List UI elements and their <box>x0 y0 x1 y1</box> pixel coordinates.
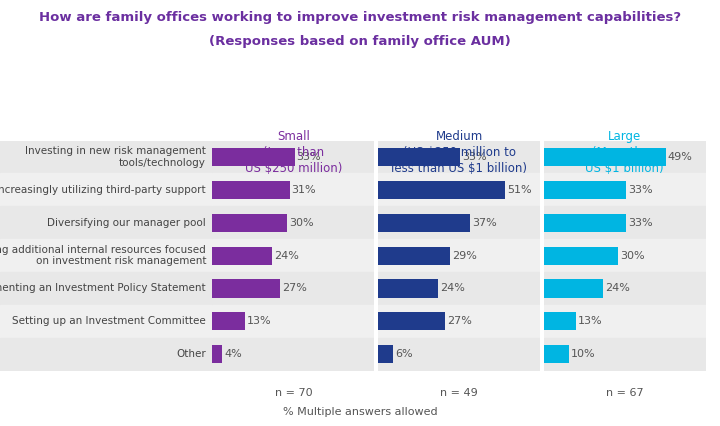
Bar <box>212 141 374 173</box>
Text: 24%: 24% <box>606 283 630 294</box>
Bar <box>544 206 706 239</box>
Text: 33%: 33% <box>628 185 652 195</box>
Text: 13%: 13% <box>247 317 271 326</box>
Text: 30%: 30% <box>289 218 314 228</box>
Bar <box>378 141 540 173</box>
Text: Adding additional internal resources focused
on investment risk management: Adding additional internal resources foc… <box>0 245 206 266</box>
Bar <box>378 247 450 265</box>
Text: Small
(Less than
US $250 million): Small (Less than US $250 million) <box>245 130 342 175</box>
Bar <box>0 206 212 239</box>
Bar <box>544 305 706 338</box>
Text: Investing in new risk management
tools/technology: Investing in new risk management tools/t… <box>25 146 206 168</box>
Bar <box>544 247 618 265</box>
Bar <box>378 173 540 206</box>
Text: 49%: 49% <box>667 152 693 162</box>
Bar <box>378 312 445 331</box>
Text: n = 70: n = 70 <box>274 388 312 397</box>
Bar <box>0 239 212 272</box>
Text: 13%: 13% <box>578 317 603 326</box>
Bar <box>544 181 626 199</box>
Text: n = 67: n = 67 <box>606 388 644 397</box>
Bar <box>544 279 603 297</box>
Text: 31%: 31% <box>292 185 316 195</box>
Bar <box>0 272 212 305</box>
Bar <box>544 141 706 173</box>
Text: 33%: 33% <box>462 152 487 162</box>
Bar <box>0 338 212 371</box>
Text: Medium
(US $250 million to
less than US $1 billion): Medium (US $250 million to less than US … <box>391 130 527 175</box>
Bar <box>544 148 666 166</box>
Bar <box>378 345 393 363</box>
Text: 33%: 33% <box>297 152 321 162</box>
Text: 24%: 24% <box>440 283 464 294</box>
Text: 10%: 10% <box>570 349 595 359</box>
Bar <box>212 279 279 297</box>
Bar <box>212 173 374 206</box>
Bar <box>0 141 212 173</box>
Bar <box>0 173 212 206</box>
Text: 37%: 37% <box>472 218 497 228</box>
Bar <box>544 338 706 371</box>
Bar <box>378 148 460 166</box>
Bar <box>212 206 374 239</box>
Text: How are family offices working to improve investment risk management capabilitie: How are family offices working to improv… <box>39 11 681 24</box>
Bar <box>212 247 272 265</box>
Text: 4%: 4% <box>225 349 242 359</box>
Text: 29%: 29% <box>452 250 477 261</box>
Bar <box>544 345 569 363</box>
Text: Large
(More than
US $1 billion): Large (More than US $1 billion) <box>585 130 664 175</box>
Bar <box>212 305 374 338</box>
Bar <box>544 173 706 206</box>
Bar <box>212 272 374 305</box>
Bar <box>378 239 540 272</box>
Text: Diversifying our manager pool: Diversifying our manager pool <box>48 218 206 228</box>
Text: 6%: 6% <box>395 349 413 359</box>
Text: 27%: 27% <box>447 317 472 326</box>
Bar <box>0 305 212 338</box>
Text: 30%: 30% <box>621 250 645 261</box>
Text: 24%: 24% <box>274 250 299 261</box>
Bar <box>212 338 374 371</box>
Bar <box>544 239 706 272</box>
Bar <box>544 272 706 305</box>
Bar <box>212 239 374 272</box>
Bar <box>378 279 438 297</box>
Bar <box>378 214 470 232</box>
Bar <box>378 338 540 371</box>
Bar <box>212 148 294 166</box>
Bar <box>212 214 287 232</box>
Bar <box>378 206 540 239</box>
Text: Increasingly utilizing third-party support: Increasingly utilizing third-party suppo… <box>0 185 206 195</box>
Text: Implementing an Investment Policy Statement: Implementing an Investment Policy Statem… <box>0 283 206 294</box>
Bar <box>544 214 626 232</box>
Bar <box>378 181 505 199</box>
Bar <box>212 345 222 363</box>
Bar <box>378 272 540 305</box>
Text: (Responses based on family office AUM): (Responses based on family office AUM) <box>209 35 511 49</box>
Bar <box>212 312 245 331</box>
Text: 27%: 27% <box>282 283 307 294</box>
Bar <box>544 312 576 331</box>
Bar <box>378 305 540 338</box>
Text: n = 49: n = 49 <box>440 388 478 397</box>
Text: % Multiple answers allowed: % Multiple answers allowed <box>283 408 437 417</box>
Text: 33%: 33% <box>628 218 652 228</box>
Text: Setting up an Investment Committee: Setting up an Investment Committee <box>12 317 206 326</box>
Bar <box>212 181 289 199</box>
Text: Other: Other <box>176 349 206 359</box>
Text: 51%: 51% <box>507 185 532 195</box>
